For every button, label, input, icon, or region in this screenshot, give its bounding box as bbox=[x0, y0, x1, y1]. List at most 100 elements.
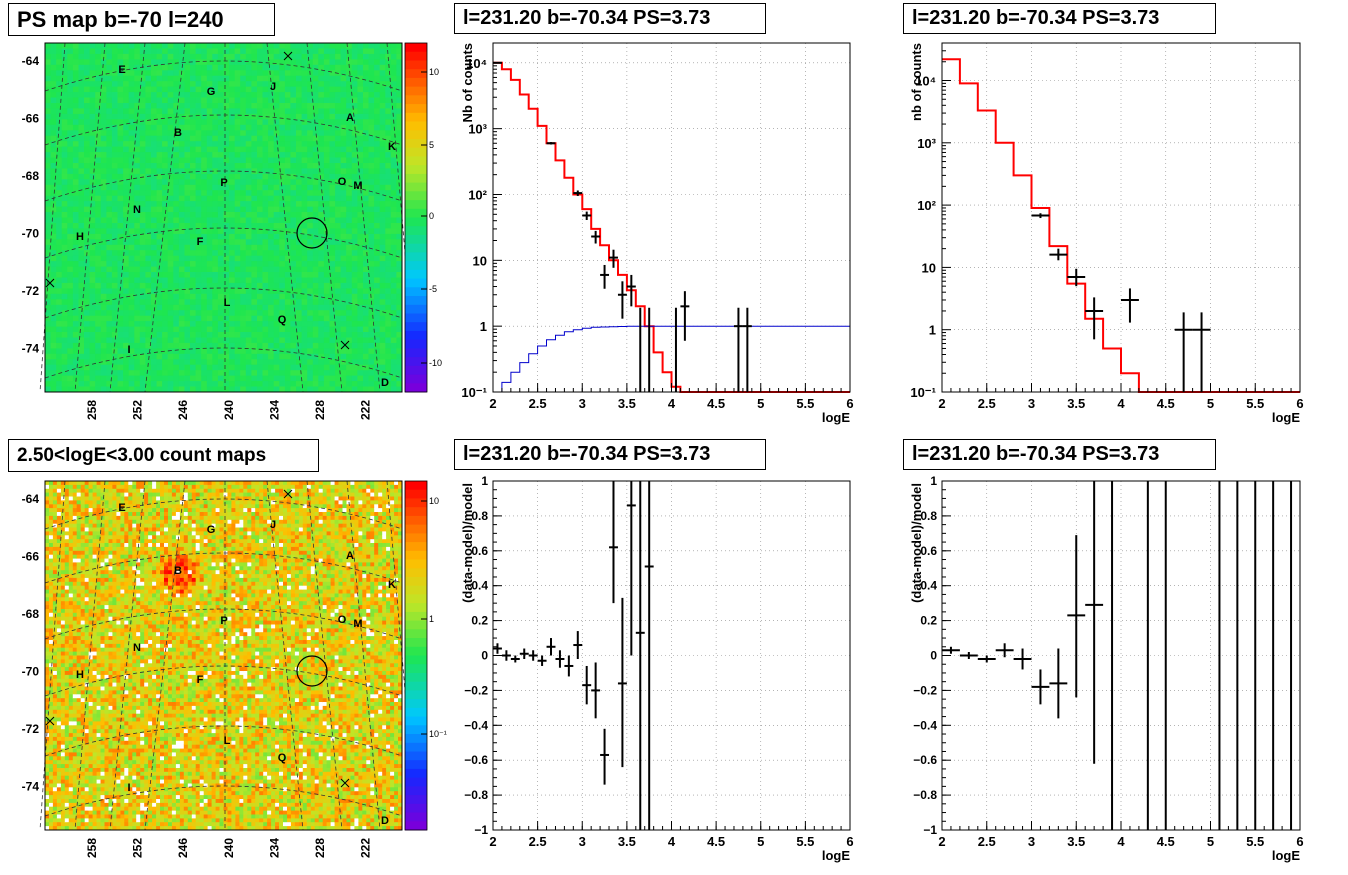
map-pixel bbox=[301, 255, 308, 262]
map-pixel bbox=[273, 184, 280, 191]
map-pixel bbox=[351, 381, 358, 387]
map-pixel bbox=[262, 43, 269, 49]
map-pixel bbox=[307, 282, 314, 289]
map-pixel bbox=[318, 206, 325, 213]
map-pixel bbox=[56, 814, 62, 819]
map-pixel bbox=[49, 640, 54, 645]
map-pixel bbox=[346, 233, 353, 240]
map-pixel bbox=[323, 135, 330, 142]
map-pixel bbox=[72, 558, 78, 563]
map-pixel bbox=[290, 168, 297, 175]
map-pixel bbox=[72, 228, 79, 235]
map-pixel bbox=[162, 212, 169, 218]
map-pixel bbox=[72, 190, 79, 197]
map-pixel bbox=[68, 771, 74, 777]
map-pixel bbox=[178, 315, 185, 322]
map-pixel bbox=[45, 364, 51, 371]
map-pixel bbox=[145, 43, 152, 49]
map-pixel bbox=[178, 173, 185, 180]
map-pixel bbox=[76, 636, 82, 641]
map-pixel bbox=[195, 59, 202, 66]
map-pixel bbox=[217, 255, 224, 262]
map-pixel bbox=[52, 512, 58, 517]
map-pixel bbox=[357, 233, 364, 240]
map-pixel bbox=[368, 255, 375, 262]
map-pixel bbox=[229, 206, 236, 213]
map-pixel bbox=[296, 53, 302, 60]
map-pixel bbox=[245, 337, 252, 344]
map-pixel bbox=[190, 364, 196, 371]
map-pixel bbox=[111, 266, 118, 273]
map-pixel bbox=[100, 92, 107, 98]
map-pixel bbox=[385, 97, 392, 104]
map-pixel bbox=[52, 705, 58, 711]
map-pixel bbox=[78, 130, 85, 137]
map-pixel bbox=[167, 75, 174, 82]
map-pixel bbox=[117, 173, 124, 180]
map-pixel bbox=[128, 113, 135, 120]
map-pixel bbox=[390, 310, 397, 317]
map-pixel bbox=[89, 353, 96, 360]
map-pixel bbox=[139, 321, 146, 327]
map-pixel bbox=[201, 119, 208, 126]
map-pixel bbox=[212, 70, 219, 77]
map-pixel bbox=[273, 81, 280, 88]
map-x-tick-label: 228 bbox=[313, 400, 327, 420]
map-pixel bbox=[340, 152, 347, 158]
map-pixel bbox=[72, 337, 79, 344]
map-pixel bbox=[100, 255, 107, 262]
map-pixel bbox=[379, 75, 386, 82]
map-pixel bbox=[257, 48, 263, 55]
map-pixel bbox=[78, 146, 85, 153]
map-pixel bbox=[134, 43, 141, 49]
map-pixel bbox=[72, 616, 78, 621]
map-pixel bbox=[64, 605, 70, 610]
map-pixel bbox=[217, 190, 224, 197]
map-pixel bbox=[49, 799, 54, 804]
map-pixel bbox=[195, 386, 202, 393]
map-pixel bbox=[217, 146, 224, 153]
map-pixel bbox=[67, 321, 74, 327]
map-pixel bbox=[374, 359, 381, 366]
map-pixel bbox=[290, 381, 297, 387]
map-pixel bbox=[72, 53, 79, 60]
map-pixel bbox=[72, 702, 78, 707]
map-pixel bbox=[296, 168, 302, 175]
map-pixel bbox=[357, 201, 364, 207]
map-pixel bbox=[167, 86, 174, 93]
colorbar-swatch bbox=[405, 121, 427, 131]
map-pixel bbox=[178, 353, 185, 360]
map-pixel bbox=[139, 179, 146, 186]
map-pixel bbox=[123, 206, 130, 213]
map-pixel bbox=[56, 671, 62, 676]
map-pixel bbox=[151, 250, 157, 257]
map-pixel bbox=[178, 310, 185, 317]
map-pixel bbox=[190, 337, 196, 344]
map-pixel bbox=[184, 168, 191, 175]
map-pixel bbox=[67, 97, 74, 104]
map-pixel bbox=[56, 146, 63, 153]
map-pixel bbox=[223, 103, 230, 109]
map-pixel bbox=[390, 48, 397, 55]
map-pixel bbox=[374, 223, 381, 229]
map-pixel bbox=[279, 113, 286, 120]
map-pixel bbox=[307, 364, 314, 371]
map-pixel bbox=[95, 359, 102, 366]
map-pixel bbox=[56, 667, 62, 672]
map-pixel bbox=[50, 86, 57, 93]
map-pixel bbox=[290, 255, 297, 262]
map-pixel bbox=[346, 244, 353, 251]
map-pixel bbox=[363, 255, 369, 262]
colorbar-swatch bbox=[405, 243, 427, 253]
map-pixel bbox=[60, 504, 66, 509]
map-pixel bbox=[173, 293, 180, 300]
map-pixel bbox=[56, 277, 63, 284]
map-pixel bbox=[68, 539, 74, 544]
map-pixel bbox=[184, 217, 191, 224]
map-pixel bbox=[95, 86, 102, 93]
map-pixel bbox=[312, 103, 319, 109]
map-pixel bbox=[111, 152, 118, 158]
map-pixel bbox=[117, 239, 124, 246]
map-pixel bbox=[151, 277, 157, 284]
map-pixel bbox=[106, 190, 113, 197]
